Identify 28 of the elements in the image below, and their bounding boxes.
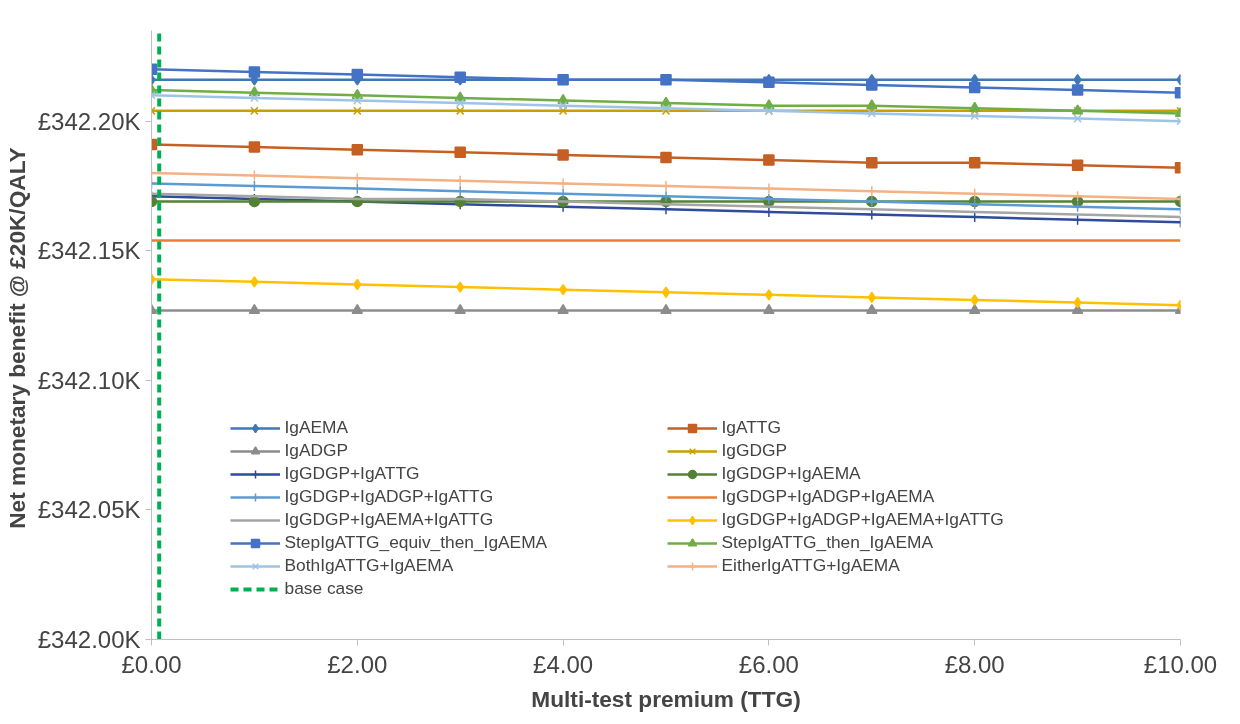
x-tick-label: £6.00 — [738, 650, 799, 678]
legend-label: IgGDGP+IgADGP+IgAEMA — [721, 486, 936, 507]
legend-label: IgAEMA — [284, 417, 350, 438]
x-tick-label: £10.00 — [1143, 650, 1218, 678]
y-tick-label: £342.10K — [37, 366, 141, 394]
legend-label: BothIgATTG+IgAEMA — [284, 555, 455, 576]
y-axis-title: Net monetary benefit @ £20K/QALY — [3, 147, 30, 529]
legend-label: StepIgATTG_then_IgAEMA — [721, 532, 935, 553]
x-axis-title: Multi-test premium (TTG) — [531, 685, 801, 712]
y-tick-label: £342.20K — [37, 107, 141, 135]
legend-label: IgGDGP+IgAEMA+IgATTG — [284, 509, 495, 530]
legend-label: EitherIgATTG+IgAEMA — [721, 555, 901, 576]
x-tick-label: £2.00 — [327, 650, 388, 678]
legend-label: IgATTG — [721, 417, 782, 438]
legend-label: IgGDGP+IgADGP+IgATTG — [284, 486, 495, 507]
x-tick-label: £4.00 — [533, 650, 594, 678]
legend-label: IgGDGP+IgADGP+IgAEMA+IgATTG — [721, 509, 1005, 530]
x-tick-label: £8.00 — [944, 650, 1005, 678]
legend-label: base case — [284, 578, 365, 599]
legend-label: IgADGP — [284, 440, 350, 461]
y-tick-label: £342.15K — [37, 237, 141, 265]
legend-label: StepIgATTG_equiv_then_IgAEMA — [284, 532, 549, 553]
y-tick-label: £342.05K — [37, 496, 141, 524]
legend-label: IgGDGP+IgAEMA — [721, 463, 862, 484]
legend-label: IgGDGP+IgATTG — [284, 463, 421, 484]
legend-label: IgGDGP — [721, 440, 788, 461]
x-tick-label: £0.00 — [121, 650, 182, 678]
y-tick-label: £342.00K — [37, 626, 141, 653]
